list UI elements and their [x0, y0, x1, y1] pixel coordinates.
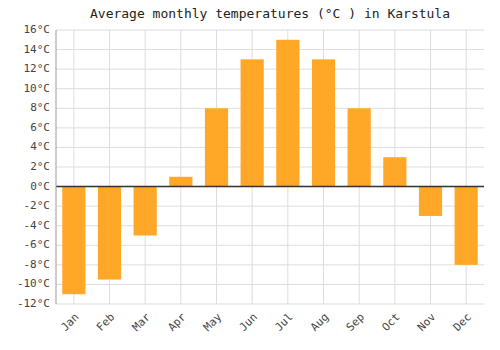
bar: [276, 40, 299, 187]
y-grid-line: [56, 49, 484, 50]
y-tick-label: 16°C: [24, 23, 51, 36]
bar: [98, 187, 121, 280]
chart-svg: -12°C -10°C -8°C -6°C -4°C -2°C 0°C 2°C 4°C 6°C 8°…: [0, 0, 500, 350]
x-tick-label: Jan: [58, 311, 81, 334]
y-grid-line: [56, 147, 484, 148]
y-grid-line: [56, 69, 484, 70]
y-grid-line: [56, 284, 484, 285]
bar: [383, 157, 406, 186]
x-tick-label: Sep: [344, 311, 367, 334]
y-tick-label: 0°C: [30, 180, 50, 193]
y-tick-label: -8°C: [24, 258, 51, 271]
y-tick-label: 14°C: [24, 43, 51, 56]
y-tick-label: 10°C: [24, 82, 51, 95]
x-tick-label: Jul: [272, 311, 295, 334]
bar: [348, 108, 371, 186]
x-tick-label: Aug: [308, 311, 331, 334]
x-tick-label: Apr: [165, 310, 189, 334]
baseline: [56, 186, 484, 188]
y-tick-label: 4°C: [30, 140, 50, 153]
y-grid-line: [56, 88, 484, 89]
bar: [134, 187, 157, 236]
y-axis-line: [56, 30, 57, 304]
bar: [455, 187, 478, 265]
x-tick-label: Mar: [130, 310, 154, 334]
x-tick-label: May: [201, 310, 225, 334]
y-tick-label: 2°C: [30, 160, 50, 173]
bar: [241, 59, 264, 186]
x-grid-line: [145, 30, 146, 304]
x-ticks: Jan Feb Mar Apr May Jun Jul Aug Sep Oct Nov Dec: [58, 310, 474, 334]
x-tick-label: Nov: [415, 310, 439, 334]
y-grid-line: [56, 167, 484, 168]
bar: [312, 59, 335, 186]
grid: [56, 30, 484, 304]
y-grid-line: [56, 186, 484, 187]
y-tick-label: -2°C: [24, 199, 51, 212]
y-tick-label: 6°C: [30, 121, 50, 134]
bar: [62, 187, 85, 295]
bar: [169, 177, 192, 187]
y-tick-label: 12°C: [24, 62, 51, 75]
y-grid-line: [56, 108, 484, 109]
y-tick-label: -10°C: [17, 277, 50, 290]
x-grid-line: [430, 30, 431, 304]
x-tick-label: Jun: [237, 311, 260, 334]
y-grid-line: [56, 304, 484, 305]
y-tick-label: -4°C: [24, 219, 51, 232]
y-grid-line: [56, 30, 484, 31]
x-tick-label: Feb: [94, 311, 117, 334]
bar: [205, 108, 228, 186]
y-grid-line: [56, 127, 484, 128]
y-ticks: -12°C -10°C -8°C -6°C -4°C -2°C 0°C 2°C 4°C 6°C 8°…: [17, 23, 50, 310]
title: Average monthly temperatures (°C ) in Ka…: [90, 6, 450, 21]
y-tick-label: -6°C: [24, 238, 51, 251]
x-tick-label: Oct: [379, 311, 402, 334]
x-grid-line: [180, 30, 181, 304]
y-tick-label: 8°C: [30, 101, 50, 114]
y-tick-label: -12°C: [17, 297, 50, 310]
chart-container: -12°C -10°C -8°C -6°C -4°C -2°C 0°C 2°C 4°C 6°C 8°…: [0, 0, 500, 350]
bars: [62, 40, 478, 294]
bar: [419, 187, 442, 216]
x-tick-label: Dec: [451, 311, 474, 334]
